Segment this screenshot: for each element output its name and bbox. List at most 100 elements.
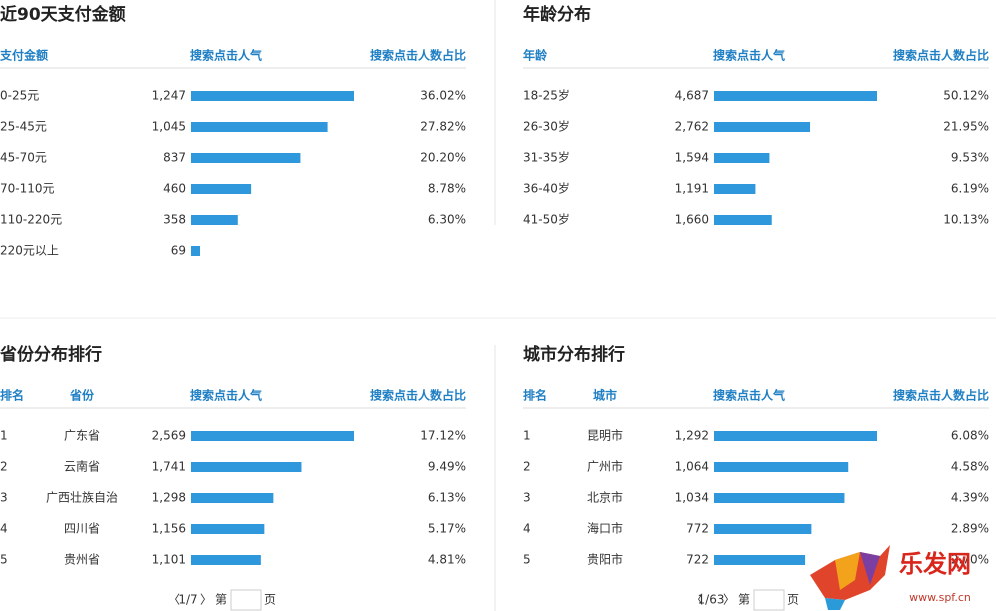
- row-label: 36-40岁: [523, 181, 570, 196]
- popularity-bar: [191, 122, 328, 132]
- rank: 3: [0, 491, 8, 505]
- popularity: 1,156: [152, 522, 186, 536]
- share: 4.39%: [951, 491, 989, 505]
- panel-title: 年龄分布: [523, 4, 591, 25]
- page-input[interactable]: [230, 589, 262, 611]
- page-input[interactable]: [753, 589, 785, 611]
- share: 2.70%: [951, 553, 989, 567]
- rank: 2: [0, 460, 8, 474]
- row-label: 贵州省: [64, 553, 100, 567]
- popularity-bar: [191, 431, 354, 441]
- share: 21.95%: [943, 120, 989, 134]
- share: 36.02%: [420, 89, 466, 103]
- share: 2.89%: [951, 522, 989, 536]
- column-header: 搜索点击人数占比: [893, 48, 989, 63]
- share: 27.82%: [420, 120, 466, 134]
- popularity-bar: [714, 184, 756, 194]
- page-before: 第: [215, 593, 227, 607]
- popularity: 1,660: [675, 213, 709, 227]
- rank: 2: [523, 460, 531, 474]
- rank: 4: [523, 522, 531, 536]
- row-label: 贵阳市: [587, 552, 623, 567]
- share: 10.13%: [943, 213, 989, 227]
- share: 6.30%: [428, 213, 466, 227]
- share: 4.81%: [428, 553, 466, 567]
- share: 4.58%: [951, 460, 989, 474]
- popularity: 2,762: [675, 120, 709, 134]
- popularity: 722: [686, 553, 709, 567]
- row-label: 广州市: [587, 459, 623, 474]
- column-header: 搜索点击人数占比: [370, 388, 466, 403]
- logo-shape: [860, 552, 880, 585]
- row-label: 18-25岁: [523, 88, 570, 103]
- popularity: 772: [686, 522, 709, 536]
- row-label: 广东省: [64, 429, 100, 443]
- popularity-bar: [191, 215, 238, 225]
- share: 6.13%: [428, 491, 466, 505]
- row-label: 四川省: [64, 522, 100, 536]
- rank: 1: [523, 429, 531, 443]
- panel-title: 省份分布排行: [0, 344, 102, 365]
- row-label: 220元以上: [0, 244, 59, 258]
- page-before: 第: [738, 593, 750, 607]
- popularity: 1,594: [675, 151, 709, 165]
- panel-title: 近90天支付金额: [0, 4, 126, 25]
- share: 50.12%: [943, 89, 989, 103]
- row-label: 广西壮族自治: [46, 491, 118, 505]
- popularity-bar: [191, 153, 301, 163]
- popularity: 1,741: [152, 460, 186, 474]
- prev-page[interactable]: 〈: [168, 593, 180, 607]
- rank: 3: [523, 491, 531, 505]
- popularity: 1,298: [152, 491, 186, 505]
- popularity: 1,064: [675, 460, 709, 474]
- popularity-bar: [191, 493, 274, 503]
- page-number: 1/7: [178, 593, 197, 607]
- watermark: 乐发网 www.spf.cn: [810, 545, 971, 610]
- page-after: 页: [787, 593, 799, 607]
- next-page[interactable]: 〉: [200, 593, 212, 607]
- share: 9.53%: [951, 151, 989, 165]
- popularity-bar: [191, 184, 252, 194]
- popularity-bar: [714, 524, 812, 534]
- popularity: 1,101: [152, 553, 186, 567]
- watermark-url: www.spf.cn: [909, 591, 971, 604]
- popularity-bar: [191, 91, 354, 101]
- share: 9.49%: [428, 460, 466, 474]
- row-label: 25-45元: [0, 120, 47, 134]
- row-label: 31-35岁: [523, 150, 570, 165]
- prev-page[interactable]: 〈: [691, 593, 703, 607]
- share: 8.78%: [428, 182, 466, 196]
- row-label: 45-70元: [0, 151, 47, 165]
- column-header: 支付金额: [0, 48, 48, 63]
- panel-title: 城市分布排行: [523, 344, 625, 365]
- popularity-bar: [714, 555, 806, 565]
- column-header: 搜索点击人数占比: [893, 388, 989, 403]
- column-header: 排名: [523, 388, 547, 403]
- column-header: 搜索点击人气: [190, 48, 262, 63]
- popularity-bar: [714, 91, 877, 101]
- popularity-bar: [191, 462, 302, 472]
- watermark-name: 乐发网: [899, 550, 971, 578]
- row-label: 26-30岁: [523, 119, 570, 134]
- page-after: 页: [264, 593, 276, 607]
- popularity-bar: [714, 462, 849, 472]
- popularity-bar: [714, 153, 770, 163]
- rank: 1: [0, 429, 8, 443]
- share: 5.17%: [428, 522, 466, 536]
- share: 17.12%: [420, 429, 466, 443]
- column-header: 搜索点击人数占比: [370, 48, 466, 63]
- row-label: 海口市: [587, 521, 623, 536]
- row-label: 北京市: [587, 490, 623, 505]
- logo-shape: [835, 552, 860, 590]
- popularity-bar: [714, 122, 811, 132]
- rank: 4: [0, 522, 8, 536]
- share: 20.20%: [420, 151, 466, 165]
- next-page[interactable]: 〉: [723, 593, 735, 607]
- row-label: 41-50岁: [523, 212, 570, 227]
- popularity: 358: [163, 213, 186, 227]
- popularity-bar: [191, 524, 265, 534]
